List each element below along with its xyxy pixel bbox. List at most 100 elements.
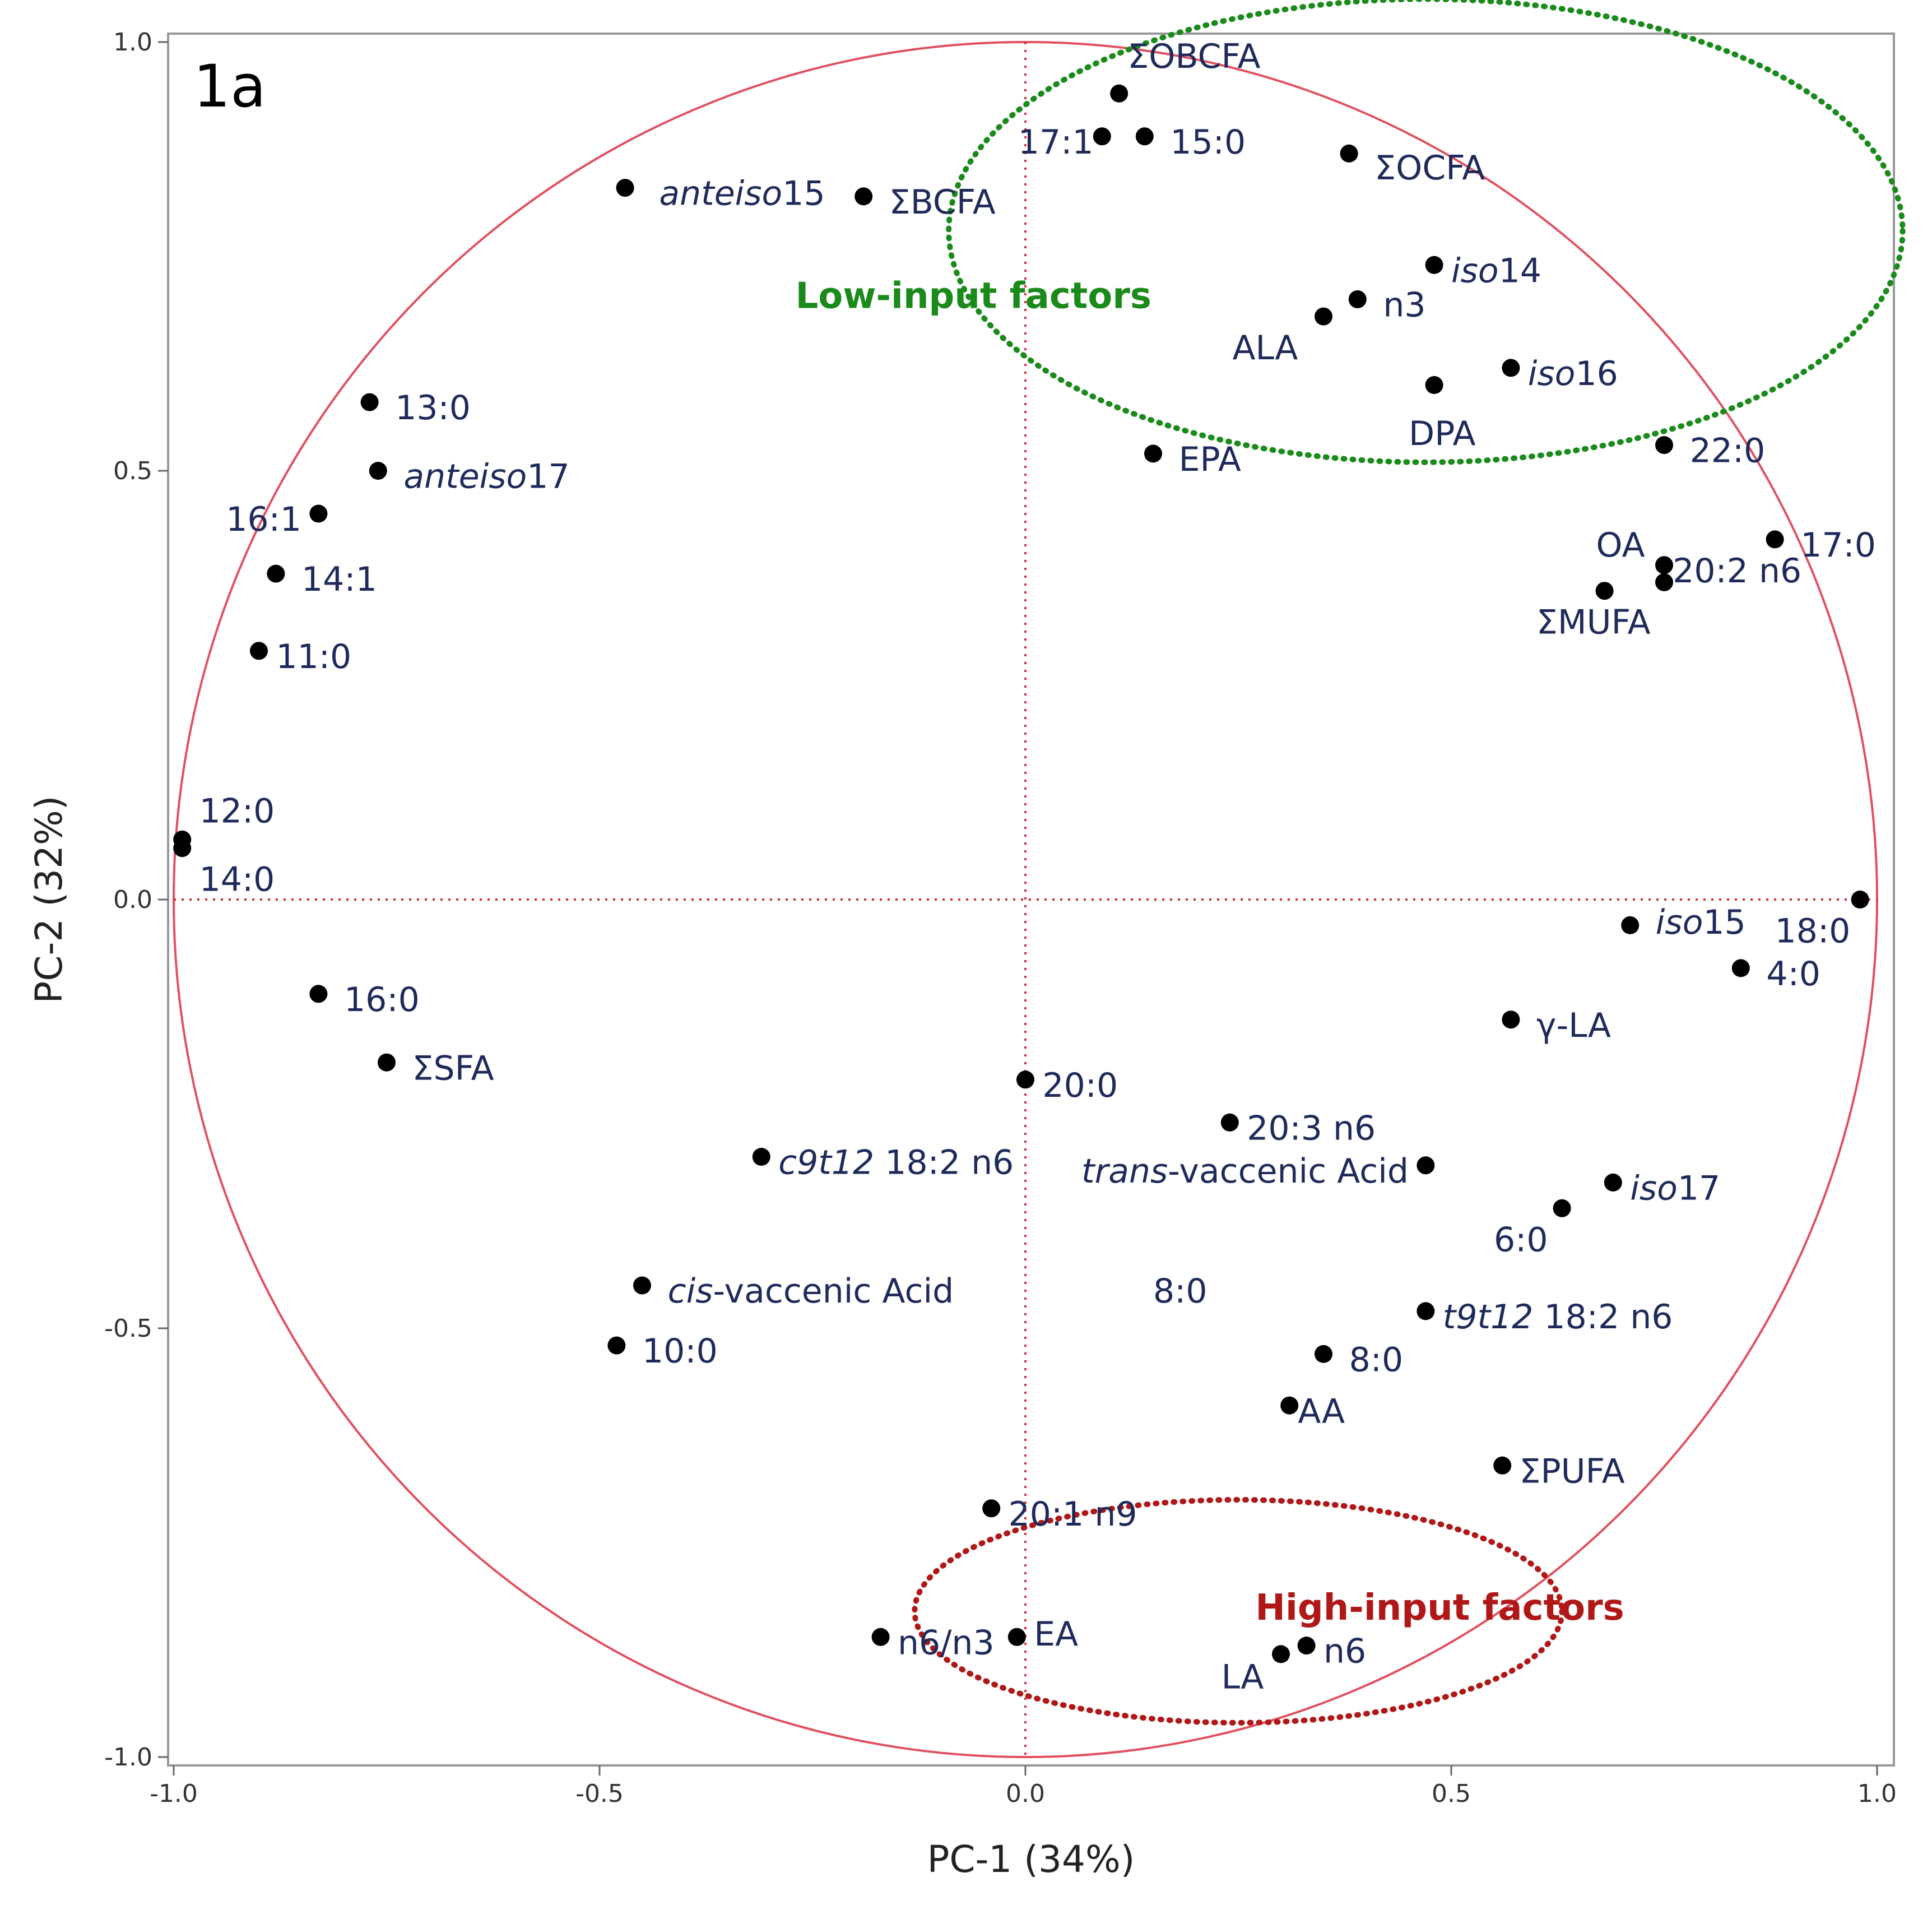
data-point <box>1731 959 1750 977</box>
point-label: EPA <box>1179 440 1241 479</box>
point-label: ΣPUFA <box>1520 1452 1625 1491</box>
data-point <box>378 1053 396 1072</box>
data-point <box>1766 530 1784 549</box>
point-label: iso17 <box>1630 1169 1720 1208</box>
data-point <box>1655 556 1673 574</box>
data-point <box>309 985 328 1003</box>
data-point <box>1655 436 1673 455</box>
data-point <box>1135 127 1154 146</box>
point-label: 18:0 <box>1775 912 1851 951</box>
data-point <box>607 1336 626 1355</box>
x-tick-label: 0.0 <box>1006 1779 1045 1808</box>
point-label: 16:0 <box>344 980 420 1019</box>
panel-label: 1a <box>193 52 266 120</box>
data-point <box>1016 1070 1034 1089</box>
point-label: 20:1 n9 <box>1009 1495 1137 1534</box>
point-label: DPA <box>1409 414 1476 453</box>
data-point <box>982 1499 1001 1518</box>
data-point <box>1655 573 1673 591</box>
point-label: 14:0 <box>199 860 275 900</box>
point-label: 12:0 <box>199 791 275 831</box>
point-label: OA <box>1596 526 1645 565</box>
point-label: 16:1 <box>226 500 301 539</box>
data-point <box>1502 359 1520 377</box>
point-label: c9t12 18:2 n6 <box>778 1143 1014 1183</box>
data-point <box>1272 1645 1290 1663</box>
data-point <box>1851 891 1869 909</box>
point-label: 22:0 <box>1690 432 1766 471</box>
point-label: 14:1 <box>301 560 377 599</box>
point-label: 15:0 <box>1170 123 1246 162</box>
data-point <box>1621 916 1640 934</box>
data-point <box>1348 290 1367 308</box>
high-input-factorsellipse <box>912 1497 1565 1726</box>
point-label: 20:2 n6 <box>1673 551 1801 591</box>
y-tick-label: 0.5 <box>113 457 152 485</box>
point-label: 4:0 <box>1766 954 1820 994</box>
data-point <box>369 462 387 480</box>
point-label: n3 <box>1383 286 1425 325</box>
data-point <box>1553 1199 1571 1217</box>
point-label: 17:1 <box>1018 123 1094 162</box>
x-tick-label: -0.5 <box>575 1779 624 1808</box>
point-label: anteiso15 <box>659 174 825 214</box>
point-label: ALA <box>1232 328 1298 368</box>
x-tick-label: -1.0 <box>150 1779 198 1808</box>
point-label: iso16 <box>1528 354 1618 393</box>
data-point <box>1425 376 1443 394</box>
data-point <box>1417 1302 1435 1320</box>
data-point <box>1417 1156 1435 1175</box>
data-point <box>1144 444 1162 463</box>
data-point <box>1502 1011 1520 1029</box>
y-axis-label: PC-2 (32%) <box>27 796 71 1004</box>
point-label: iso14 <box>1451 251 1541 290</box>
data-point <box>633 1276 651 1295</box>
data-point <box>360 393 379 411</box>
point-label: n6 <box>1323 1632 1366 1671</box>
point-label: trans-vaccenic Acid <box>1081 1152 1409 1191</box>
data-point <box>752 1148 770 1166</box>
data-point <box>1093 127 1111 146</box>
x-tick-label: 1.0 <box>1857 1779 1897 1808</box>
x-tick-label: 0.5 <box>1432 1779 1471 1808</box>
point-label: 20:0 <box>1042 1066 1118 1105</box>
point-label: 13:0 <box>395 388 471 428</box>
point-label: AA <box>1298 1392 1345 1431</box>
point-label: anteiso17 <box>403 457 569 497</box>
point-label: t9t12 18:2 n6 <box>1443 1297 1673 1337</box>
y-tick-label: 1.0 <box>113 28 152 57</box>
data-point <box>871 1628 890 1646</box>
point-label: iso15 <box>1656 903 1746 942</box>
low-input-factorslabel: Low-input factors <box>796 275 1151 317</box>
data-point <box>854 187 873 206</box>
point-label: ΣBCFA <box>889 183 996 222</box>
data-point <box>1425 256 1443 274</box>
point-label: γ-LA <box>1536 1006 1611 1045</box>
point-label: 6:0 <box>1494 1220 1548 1259</box>
point-label: 20:3 n6 <box>1247 1109 1376 1148</box>
low-input-factorsellipse <box>946 0 1906 465</box>
data-point <box>1110 84 1128 103</box>
point-label: 10:0 <box>642 1332 718 1371</box>
point-label: ΣOCFA <box>1374 149 1485 188</box>
annotation-label: 8:0 <box>1153 1272 1208 1311</box>
data-point <box>173 839 192 858</box>
data-point <box>250 642 268 660</box>
data-point <box>1595 582 1614 600</box>
y-tick-label: -0.5 <box>104 1314 152 1343</box>
x-axis-label: PC-1 (34%) <box>927 1838 1135 1881</box>
point-label: 8:0 <box>1349 1341 1404 1380</box>
point-label: EA <box>1034 1615 1078 1654</box>
data-point <box>309 504 328 523</box>
data-point <box>616 179 634 197</box>
data-point <box>1493 1456 1512 1475</box>
point-label: ΣOBCFA <box>1127 37 1260 76</box>
point-label: ΣMUFA <box>1536 603 1651 642</box>
y-tick-label: -1.0 <box>104 1743 152 1772</box>
point-label: 17:0 <box>1800 526 1876 565</box>
y-tick-label: 0.0 <box>113 886 152 914</box>
data-point <box>1280 1396 1299 1415</box>
point-label: cis-vaccenic Acid <box>668 1272 954 1311</box>
data-point <box>1220 1113 1239 1132</box>
